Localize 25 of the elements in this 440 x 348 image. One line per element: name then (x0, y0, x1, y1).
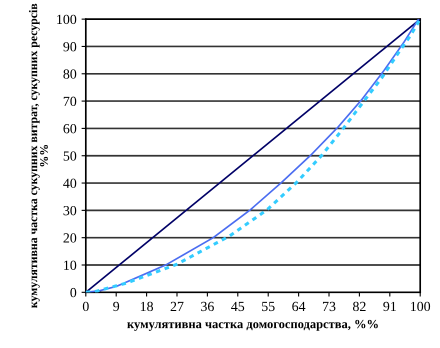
y-tick-label: 100 (57, 14, 76, 24)
x-tick-label: 55 (262, 302, 275, 312)
y-tick-label: 30 (64, 206, 76, 216)
x-tick-label: 36 (201, 302, 214, 312)
x-tick-label: 18 (140, 302, 154, 312)
x-tick-label: 73 (322, 302, 336, 312)
y-tick-label: 20 (63, 233, 76, 243)
x-axis-title: кумулятивна частка домогосподарства, %% (127, 320, 378, 331)
y-tick-label: 60 (63, 124, 76, 134)
x-tick-label: 45 (231, 302, 244, 312)
y-axis-title: кумулятивна частка сукупних витрат, сукупних ресурсів %% (28, 4, 48, 308)
x-tick-label: 82 (352, 302, 366, 312)
x-tick-label: 91 (383, 302, 396, 312)
y-tick-label: 40 (63, 178, 76, 188)
y-tick-label: 90 (63, 42, 76, 52)
y-tick-label: 80 (63, 69, 76, 79)
x-tick-label: 0 (82, 302, 89, 312)
x-tick-label: 9 (113, 302, 120, 312)
y-tick-label: 0 (70, 288, 76, 298)
x-tick-label: 64 (292, 302, 306, 312)
y-tick-label: 70 (64, 96, 76, 106)
y-tick-label: 50 (64, 151, 76, 161)
x-tick-label: 100 (411, 302, 430, 312)
x-tick-label: 27 (170, 302, 184, 311)
y-tick-label: 10 (64, 260, 76, 270)
